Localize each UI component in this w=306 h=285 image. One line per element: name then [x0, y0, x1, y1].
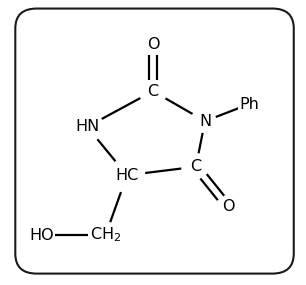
Text: HC: HC	[115, 168, 139, 183]
Text: Ph: Ph	[240, 97, 259, 111]
Text: HN: HN	[75, 119, 99, 134]
Text: CH$_2$: CH$_2$	[90, 226, 121, 245]
Text: O: O	[147, 37, 159, 52]
Text: C: C	[190, 159, 201, 174]
Text: C: C	[147, 84, 159, 99]
Text: N: N	[199, 114, 211, 129]
FancyBboxPatch shape	[15, 9, 294, 274]
Text: O: O	[222, 199, 234, 214]
Text: HO: HO	[29, 228, 54, 243]
